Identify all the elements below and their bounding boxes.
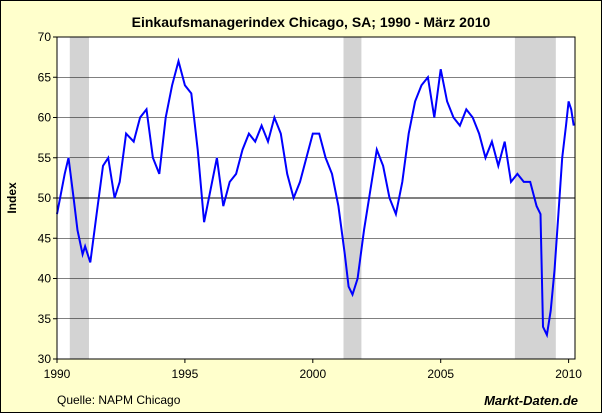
- y-tick-label: 65: [38, 70, 52, 84]
- brand-label: Markt-Daten.de: [484, 393, 578, 408]
- x-tick-label: 2005: [427, 367, 454, 381]
- plot-area: [56, 36, 576, 360]
- x-tick-label: 2000: [299, 367, 326, 381]
- y-tick-label: 40: [38, 272, 52, 286]
- y-tick-label: 60: [38, 111, 52, 125]
- y-tick-label: 35: [38, 312, 52, 326]
- y-axis-ticks: 30 35 40 45 50 55 60 65 70: [38, 30, 57, 366]
- x-tick-label: 1995: [172, 367, 199, 381]
- y-axis-label: Index: [5, 182, 19, 214]
- source-label: Quelle: NAPM Chicago: [57, 393, 181, 407]
- x-tick-label: 2010: [555, 367, 582, 381]
- x-tick-label: 1990: [44, 367, 71, 381]
- y-tick-label: 70: [38, 30, 52, 44]
- y-tick-label: 55: [38, 151, 52, 165]
- chart-title: Einkaufsmanagerindex Chicago, SA; 1990 -…: [132, 14, 491, 30]
- y-tick-label: 30: [38, 352, 52, 366]
- series-line: [56, 57, 575, 339]
- y-tick-label: 45: [38, 231, 52, 245]
- x-axis-ticks: 1990 1995 2000 2005 2010: [44, 359, 582, 381]
- y-tick-label: 50: [38, 191, 52, 205]
